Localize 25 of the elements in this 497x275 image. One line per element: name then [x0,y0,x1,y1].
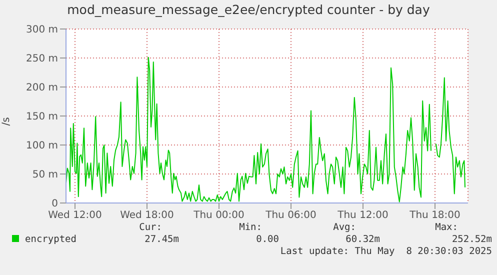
text: Last update: Thu May 8 20:30:03 2025 [280,246,492,257]
x-tick-label: Thu 00:00 [192,210,244,222]
text: Min: [239,222,262,233]
text: 60.32m [346,234,380,245]
x-tick-label: Wed 12:00 [48,210,102,222]
y-tick-label: 200 m [26,82,58,94]
text: Max: [435,222,458,233]
x-tick-label: Thu 06:00 [264,210,316,222]
text: Avg: [333,222,356,233]
x-tick-label: Thu 12:00 [336,210,388,222]
y-tick-label: 150 m [26,112,58,123]
text: 252.52m [452,234,492,245]
chart-title: mod_measure_message_e2ee/encrypted counter - by day [66,2,431,17]
text: 0.00 [256,234,279,245]
y-tick-label: 50 m [32,170,58,181]
y-tick-label: 0 [52,198,58,210]
x-tick-label: Wed 18:00 [120,210,174,222]
y-tick-label: 300 m [26,24,58,36]
y-tick-label: 100 m [26,140,58,152]
y-tick-label: 250 m [26,54,58,65]
x-tick-label: Thu 18:00 [408,210,460,222]
text: Cur: [139,222,162,233]
legend-label: encrypted [24,234,76,245]
y-axis-title: /s [0,117,12,126]
text: 27.45m [144,234,179,245]
